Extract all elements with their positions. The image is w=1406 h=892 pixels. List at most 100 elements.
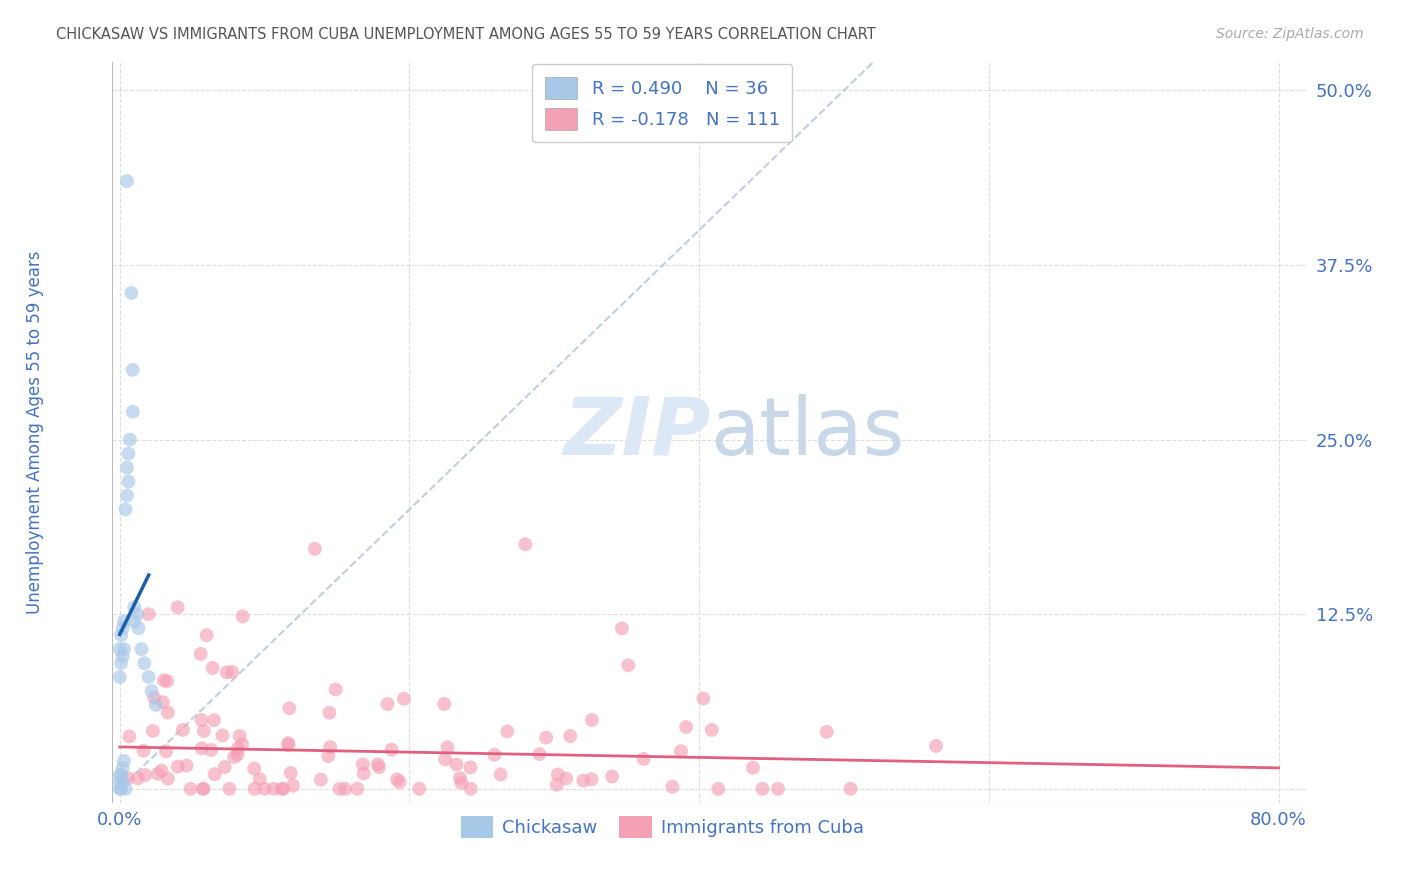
Point <box>118 433 141 447</box>
Point <box>115 460 138 475</box>
Point <box>143 690 166 705</box>
Point <box>121 405 143 419</box>
Point <box>155 744 177 758</box>
Point <box>460 781 482 796</box>
Point <box>388 775 411 789</box>
Point <box>110 656 132 670</box>
Point <box>193 781 215 796</box>
Point <box>215 665 238 680</box>
Point <box>112 642 135 657</box>
Point <box>122 600 145 615</box>
Point <box>309 772 332 787</box>
Point <box>176 758 198 772</box>
Point <box>610 622 633 636</box>
Point <box>547 767 569 781</box>
Point <box>112 754 135 768</box>
Point <box>243 781 266 796</box>
Point <box>377 697 399 711</box>
Point <box>353 766 375 780</box>
Point <box>546 778 568 792</box>
Point <box>280 766 302 780</box>
Point <box>449 771 471 785</box>
Point <box>221 665 243 679</box>
Point <box>385 772 408 787</box>
Point <box>110 781 132 796</box>
Point <box>204 767 226 781</box>
Point <box>134 656 156 670</box>
Point <box>118 730 141 744</box>
Point <box>243 762 266 776</box>
Point <box>484 747 506 762</box>
Point <box>131 642 153 657</box>
Point <box>318 706 340 720</box>
Point <box>191 781 214 796</box>
Point <box>277 736 299 750</box>
Point <box>496 724 519 739</box>
Point <box>132 744 155 758</box>
Point <box>224 750 246 764</box>
Point <box>515 537 537 551</box>
Point <box>742 761 765 775</box>
Point <box>263 781 285 796</box>
Legend: Chickasaw, Immigrants from Cuba: Chickasaw, Immigrants from Cuba <box>454 809 870 846</box>
Point <box>228 729 250 743</box>
Point <box>707 781 730 796</box>
Point <box>111 621 134 635</box>
Point <box>278 701 301 715</box>
Point <box>460 760 482 774</box>
Point <box>193 724 215 739</box>
Point <box>166 759 188 773</box>
Point <box>108 642 131 657</box>
Point <box>111 649 134 664</box>
Point <box>253 781 276 796</box>
Point <box>172 723 194 737</box>
Point <box>434 752 457 766</box>
Point <box>108 775 131 789</box>
Point <box>152 695 174 709</box>
Point <box>166 600 188 615</box>
Point <box>127 772 149 786</box>
Point <box>581 713 603 727</box>
Point <box>839 781 862 796</box>
Point <box>146 766 169 780</box>
Point <box>346 781 368 796</box>
Point <box>153 673 176 688</box>
Text: ZIP: ZIP <box>562 393 710 472</box>
Point <box>226 741 249 756</box>
Point <box>661 780 683 794</box>
Point <box>271 781 294 796</box>
Point <box>201 661 224 675</box>
Text: atlas: atlas <box>710 393 904 472</box>
Point <box>179 781 201 796</box>
Point <box>117 772 139 786</box>
Point <box>156 706 179 720</box>
Point <box>304 541 326 556</box>
Point <box>271 781 294 796</box>
Point <box>529 747 551 761</box>
Point <box>142 723 165 738</box>
Point <box>534 731 557 745</box>
Point <box>489 767 512 781</box>
Point <box>110 628 132 642</box>
Point <box>128 621 150 635</box>
Point <box>195 628 218 642</box>
Point <box>108 768 131 782</box>
Point <box>367 757 389 772</box>
Point <box>277 738 299 752</box>
Point <box>156 674 179 689</box>
Point <box>120 285 142 300</box>
Point <box>446 757 468 772</box>
Point <box>110 768 132 782</box>
Point <box>138 670 160 684</box>
Point <box>112 614 135 628</box>
Point <box>700 723 723 737</box>
Point <box>127 607 149 622</box>
Point <box>249 772 271 786</box>
Point <box>692 691 714 706</box>
Point <box>450 776 472 790</box>
Point <box>122 614 145 628</box>
Point <box>436 740 458 755</box>
Point <box>925 739 948 753</box>
Point <box>600 769 623 783</box>
Point <box>328 781 350 796</box>
